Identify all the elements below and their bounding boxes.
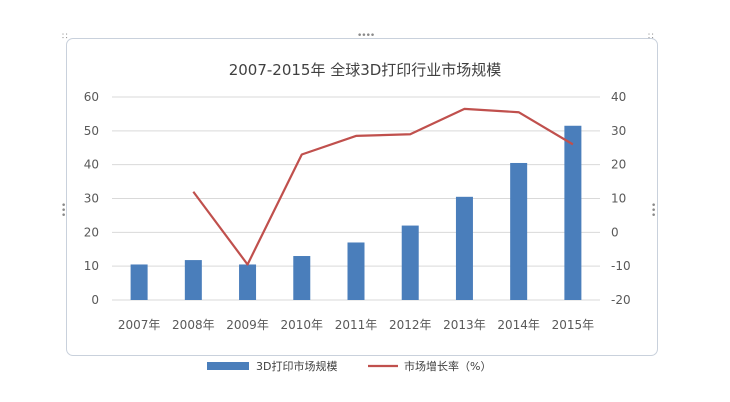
chart-frame (66, 38, 658, 356)
resize-handle-right[interactable]: • • • (651, 201, 656, 221)
right-y-tick-label: -10 (611, 259, 631, 273)
bar (184, 260, 202, 300)
x-tick-label: 2012年 (389, 318, 432, 332)
left-y-tick-label: 40 (84, 158, 99, 172)
right-y-tick-label: 0 (611, 225, 619, 239)
growth-rate-line (192, 107, 574, 266)
legend-bar-label: 3D打印市场规模 (256, 359, 337, 373)
chart-title: 2007-2015年 全球3D打印行业市场规模 (229, 61, 502, 79)
bar (293, 256, 311, 300)
x-tick-label: 2008年 (172, 318, 215, 332)
x-tick-label: 2013年 (443, 318, 486, 332)
x-tick-label: 2010年 (281, 318, 324, 332)
left-y-tick-label: 60 (84, 90, 99, 104)
resize-handle-top[interactable]: •••• (357, 31, 375, 41)
resize-handle-left[interactable]: • • • (61, 201, 66, 221)
right-y-tick-label: -20 (611, 293, 631, 307)
left-y-tick-label: 50 (84, 124, 99, 138)
bar (510, 162, 528, 300)
right-y-axis-ticks: -20 -10 0 10 20 30 40 (611, 90, 631, 307)
left-y-tick-label: 0 (91, 293, 99, 307)
left-y-tick-label: 30 (84, 192, 99, 206)
right-y-tick-label: 40 (611, 90, 626, 104)
legend-line-label: 市场增长率（%） (404, 359, 491, 373)
right-y-tick-label: 10 (611, 192, 626, 206)
bar (347, 242, 365, 300)
resize-handle-top-right[interactable]: ∷ (648, 32, 654, 42)
left-y-tick-label: 10 (84, 259, 99, 273)
bar (130, 264, 148, 300)
right-y-tick-label: 30 (611, 124, 626, 138)
x-tick-label: 2015年 (552, 318, 595, 332)
line-series (192, 107, 574, 266)
bar (401, 225, 419, 300)
left-y-axis-ticks: 0 10 20 30 40 50 60 (84, 90, 99, 307)
bar (239, 264, 257, 300)
bar (455, 196, 473, 300)
legend-bar-swatch (207, 362, 249, 370)
x-tick-label: 2009年 (226, 318, 269, 332)
x-axis-ticks: 2007年 2008年 2009年 2010年 2011年 2012年 2013年 2014年… (118, 318, 594, 332)
left-y-tick-label: 20 (84, 225, 99, 239)
legend: 3D打印市场规模 市场增长率（%） (207, 359, 491, 373)
x-tick-label: 2007年 (118, 318, 161, 332)
x-tick-label: 2011年 (335, 318, 378, 332)
bar-series (130, 125, 582, 300)
x-tick-label: 2014年 (497, 318, 540, 332)
bar (564, 125, 582, 300)
right-y-tick-label: 20 (611, 158, 626, 172)
resize-handle-top-left[interactable]: ∷ (62, 32, 68, 42)
